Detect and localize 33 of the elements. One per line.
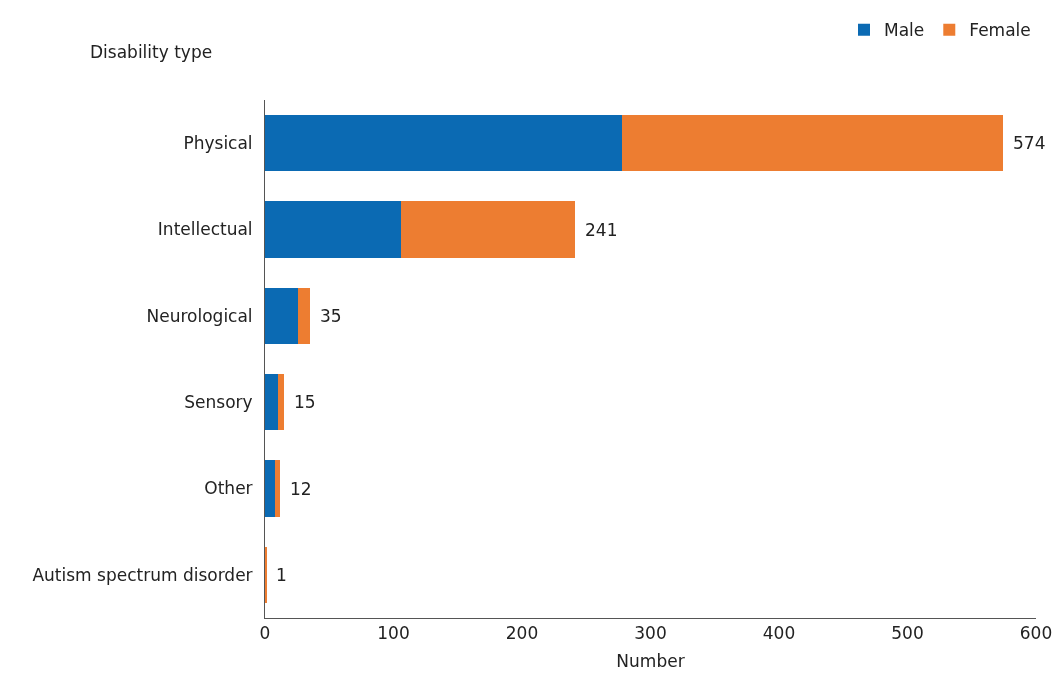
y-axis-title: Disability type (90, 42, 213, 62)
bar (265, 374, 278, 431)
x-axis-title: Number (616, 650, 685, 671)
legend-label: Female (969, 20, 1031, 41)
legend-label: Male (884, 20, 925, 41)
bar (265, 287, 299, 344)
bar (401, 201, 575, 258)
total-label: 1 (276, 565, 287, 585)
y-tick-label: Autism spectrum disorder (32, 564, 253, 585)
x-tick-label: 500 (891, 623, 924, 644)
total-label: 15 (294, 392, 316, 412)
x-tick-label: 600 (1019, 623, 1053, 644)
bar (622, 115, 1003, 172)
bar (275, 460, 281, 517)
x-tick-label: 0 (259, 623, 271, 644)
total-label: 12 (290, 479, 312, 499)
x-tick-label: 300 (634, 623, 667, 644)
bar (298, 287, 310, 344)
y-tick-label: Physical (183, 133, 253, 154)
y-tick-label: Other (204, 478, 253, 499)
x-tick-label: 100 (377, 623, 410, 644)
y-tick-label: Sensory (184, 392, 253, 413)
y-tick-label: Neurological (146, 305, 253, 326)
x-tick-label: 400 (762, 623, 796, 644)
bar (265, 201, 402, 258)
y-tick-label: Intellectual (157, 219, 253, 240)
x-tick-label: 200 (505, 623, 539, 644)
bar (277, 374, 285, 431)
bar (265, 460, 276, 517)
total-label: 241 (585, 220, 618, 240)
total-label: 574 (1013, 133, 1046, 153)
total-label: 35 (320, 306, 342, 326)
bar (265, 115, 623, 172)
